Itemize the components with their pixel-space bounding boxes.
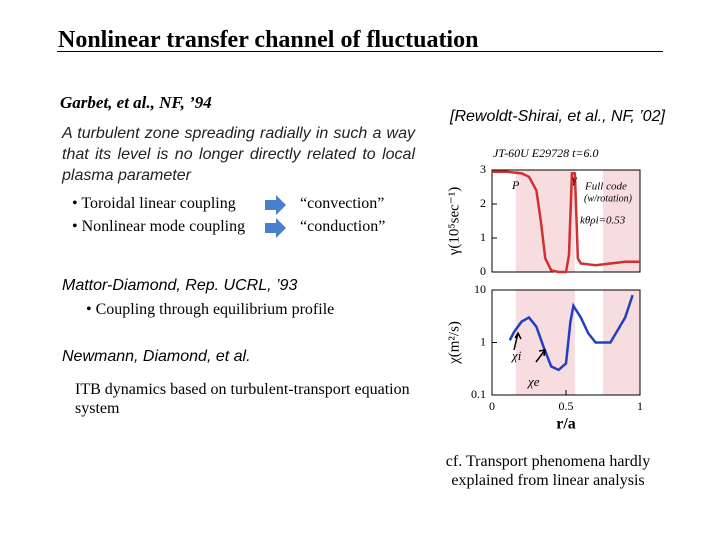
y-axis-label: γ(10⁵sec⁻¹) [446, 187, 462, 256]
annotation: Full code [584, 181, 627, 193]
note: cf. Transport phenomena hardly explained… [445, 453, 651, 489]
title-rule [57, 51, 663, 52]
y-tick-label: 1 [480, 230, 486, 244]
x-tick-label: 0.5 [559, 399, 574, 413]
annotation: kθρi=0.53 [580, 215, 626, 227]
shade [515, 290, 575, 395]
reference: Newmann, Diamond, et al. [62, 348, 251, 365]
reference: Garbet, et al., NF, ’94 [60, 93, 212, 112]
bullet-result: “conduction” [300, 218, 386, 235]
pointer [513, 331, 522, 351]
x-tick-label: 1 [637, 399, 643, 413]
annotation: χe [526, 374, 540, 389]
line [492, 170, 640, 274]
description: A turbulent zone spreading radially in s… [62, 125, 415, 184]
line [508, 294, 634, 372]
description: ITB dynamics based on turbulent-transpor… [75, 381, 410, 417]
bullet-result: “convection” [300, 195, 385, 212]
annotation: γ [572, 172, 577, 186]
y-tick-label: 0.1 [471, 387, 486, 401]
y-tick-label: 2 [480, 196, 486, 210]
y-tick-label: 10 [474, 282, 486, 296]
x-axis-label: r/a [556, 416, 576, 433]
slide-title: Nonlinear transfer channel of fluctuatio… [58, 27, 479, 53]
y-axis-label: χ(m²/s) [446, 321, 462, 365]
shade [603, 170, 640, 272]
pointer [535, 349, 546, 363]
x-tick-label: 0 [489, 399, 495, 413]
y-tick-label: 3 [480, 162, 486, 176]
bullet: • Coupling through equilibrium profile [86, 301, 335, 318]
annotation: P [511, 178, 520, 192]
y-tick-label: 1 [480, 334, 486, 348]
annotation: (w/rotation) [584, 193, 633, 204]
bullet: • Toroidal linear coupling [72, 195, 236, 212]
y-tick-label: 0 [480, 264, 486, 278]
bullet: • Nonlinear mode coupling [72, 218, 246, 235]
reference: [Rewoldt-Shirai, et al., NF, ’02] [450, 108, 665, 125]
reference: Mattor-Diamond, Rep. UCRL, ’93 [62, 277, 298, 294]
annotation: χi [510, 348, 522, 363]
annotation: JT-60U E29728 t=6.0 [493, 146, 599, 160]
